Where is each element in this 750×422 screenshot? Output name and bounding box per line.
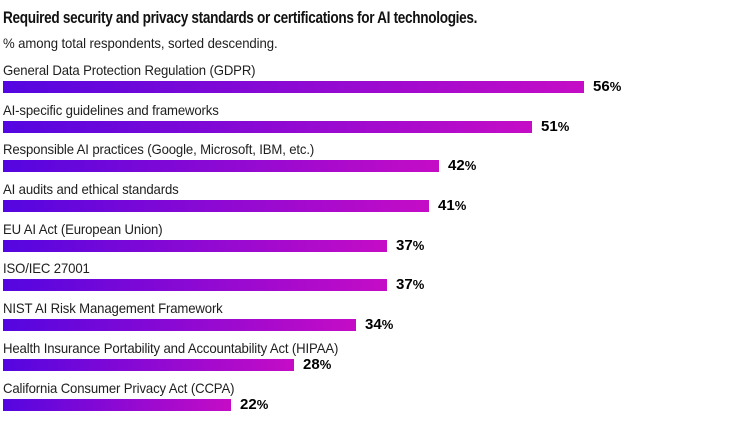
chart-row: General Data Protection Regulation (GDPR… [3, 62, 750, 102]
bar-line: 37% [3, 276, 750, 294]
bar-value-number: 56 [593, 78, 610, 95]
horizontal-bar-chart: General Data Protection Regulation (GDPR… [3, 62, 750, 419]
bar [3, 200, 429, 213]
chart-row: Responsible AI practices (Google, Micros… [3, 141, 750, 181]
bar-value: 34% [365, 316, 394, 334]
bar [3, 81, 584, 93]
bar-category-label: EU AI Act (European Union) [3, 220, 163, 237]
bar-category-label: Health Insurance Portability and Account… [3, 339, 339, 356]
bar [3, 319, 356, 332]
bar-category-label: ISO/IEC 27001 [3, 260, 90, 277]
chart-subtitle: % among total respondents, sorted descen… [3, 35, 278, 51]
bar [3, 120, 532, 133]
bar-value: 41% [438, 197, 467, 215]
bar-value-number: 37 [396, 276, 413, 294]
chart-row: NIST AI Risk Management Framework 34% [3, 300, 750, 340]
chart-row: AI audits and ethical standards 41% [3, 181, 750, 221]
bar-value-number: 22 [240, 395, 257, 413]
bar-line: 42% [3, 157, 750, 175]
bar-value: 22% [240, 395, 269, 413]
bar-value: 28% [303, 355, 332, 373]
bar-category-label: NIST AI Risk Management Framework [3, 300, 223, 317]
bar-value-suffix: % [609, 79, 622, 94]
chart-row: Health Insurance Portability and Account… [3, 340, 750, 380]
bar-value: 37% [396, 276, 425, 294]
bar-value: 51% [541, 117, 570, 135]
bar-category-label: General Data Protection Regulation (GDPR… [3, 62, 256, 78]
bar-value-suffix: % [381, 317, 394, 333]
bar-value: 56% [593, 78, 622, 95]
bar-category-label: AI audits and ethical standards [3, 181, 179, 198]
bar-category-label: AI-specific guidelines and frameworks [3, 101, 219, 118]
bar-value-suffix: % [256, 396, 269, 412]
bar-line: 41% [3, 197, 750, 215]
bar [3, 398, 231, 411]
bar-line: 56% [3, 78, 750, 95]
bar-value-suffix: % [319, 356, 332, 372]
bar-value-suffix: % [464, 158, 477, 174]
bar-category-label: California Consumer Privacy Act (CCPA) [3, 379, 235, 396]
bar-category-label: Responsible AI practices (Google, Micros… [3, 141, 315, 158]
bar-line: 51% [3, 117, 750, 135]
bar-value-number: 28 [303, 355, 320, 373]
chart-row: EU AI Act (European Union) 37% [3, 221, 750, 261]
chart-row: AI-specific guidelines and frameworks 51% [3, 102, 750, 142]
bar-value: 42% [448, 157, 477, 175]
bar-line: 28% [3, 355, 750, 373]
bar-line: 34% [3, 316, 750, 334]
bar-value: 37% [396, 236, 425, 254]
chart-title: Required security and privacy standards … [3, 8, 478, 27]
bar [3, 279, 387, 292]
bar [3, 358, 294, 371]
bar-value-suffix: % [454, 198, 467, 214]
bar-value-number: 34 [365, 316, 382, 334]
bar-value-suffix: % [412, 237, 425, 253]
bar-value-suffix: % [557, 118, 570, 134]
bar-value-suffix: % [412, 277, 425, 293]
bar-value-number: 42 [448, 157, 465, 175]
bar-line: 37% [3, 236, 750, 254]
chart-row: ISO/IEC 27001 37% [3, 260, 750, 300]
bar-line: 22% [3, 395, 750, 413]
bar [3, 239, 387, 252]
bar-value-number: 37 [396, 236, 413, 254]
bar-value-number: 41 [438, 197, 455, 215]
chart-row: California Consumer Privacy Act (CCPA) 22… [3, 380, 750, 420]
bar [3, 160, 439, 173]
bar-value-number: 51 [541, 117, 558, 135]
